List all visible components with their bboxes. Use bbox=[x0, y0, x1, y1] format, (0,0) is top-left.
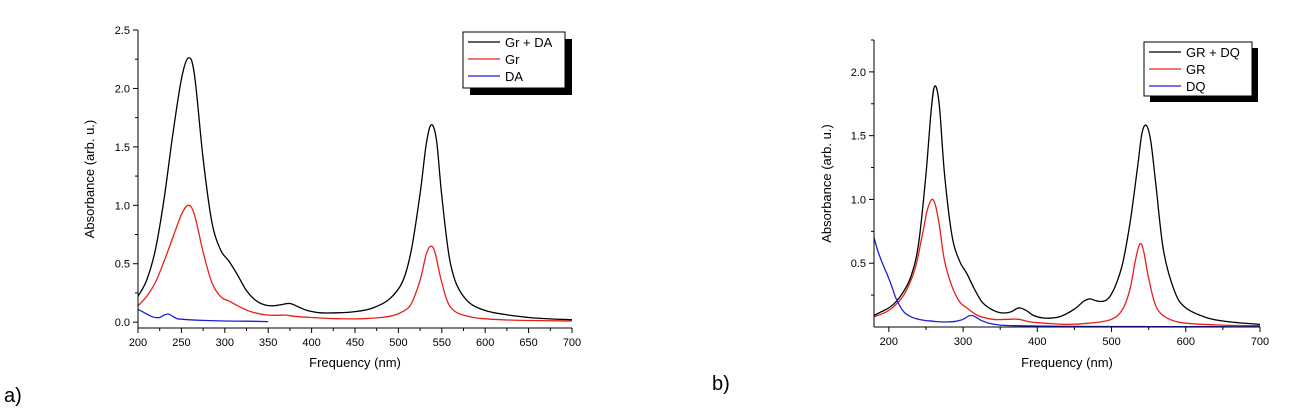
chart-b-series-dq bbox=[874, 237, 1260, 327]
chart-a-x-tick-label: 700 bbox=[563, 337, 581, 349]
chart-a-x-tick-label: 300 bbox=[216, 337, 234, 349]
panel-label-b: b) bbox=[712, 373, 730, 395]
chart-b-x-tick-label: 500 bbox=[1102, 336, 1120, 348]
chart-a-y-tick-label: 1.5 bbox=[115, 142, 130, 154]
chart-b-y-tick-label: 0.5 bbox=[851, 258, 866, 270]
chart-b-y-tick-label: 1.0 bbox=[851, 194, 866, 206]
chart-a-y-tick-label: 2.5 bbox=[115, 25, 130, 37]
chart-a-legend-label: Gr bbox=[505, 52, 520, 67]
chart-a-y-axis-title: Absorbance (arb. u.) bbox=[82, 120, 97, 239]
chart-a-x-tick-label: 350 bbox=[259, 337, 277, 349]
chart-b-x-tick-label: 700 bbox=[1251, 336, 1269, 348]
chart-a-y-tick-label: 0.5 bbox=[115, 259, 130, 271]
chart-a-y-tick-label: 2.0 bbox=[115, 83, 130, 95]
chart-a-x-tick-label: 450 bbox=[346, 337, 364, 349]
chart-b-series-gr bbox=[874, 198, 1260, 327]
chart-b-y-tick-label: 2.0 bbox=[851, 67, 866, 79]
chart-b-y-tick-label: 1.5 bbox=[851, 131, 866, 143]
chart-b-x-tick-label: 200 bbox=[880, 336, 898, 348]
chart-b-legend-label: DQ bbox=[1186, 79, 1206, 94]
chart-a-legend-label: Gr + DA bbox=[505, 35, 553, 50]
chart-a-legend: Gr + DA Gr DA bbox=[462, 31, 572, 95]
chart-a-series-da bbox=[138, 308, 269, 323]
chart-a-y-tick-label: 1.0 bbox=[115, 200, 130, 212]
chart-a-series-gr-da bbox=[138, 57, 572, 321]
chart-a-x-tick-label: 650 bbox=[519, 337, 537, 349]
chart-a-x-tick-label: 400 bbox=[302, 337, 320, 349]
chart-b-x-tick-label: 400 bbox=[1028, 336, 1046, 348]
chart-a-x-tick-label: 250 bbox=[172, 337, 190, 349]
chart-a-legend-box bbox=[462, 31, 566, 89]
chart-a-x-tick-label: 600 bbox=[476, 337, 494, 349]
chart-b-y-axis-title: Absorbance (arb. u.) bbox=[819, 124, 834, 243]
chart-a-x-tick-label: 200 bbox=[129, 337, 147, 349]
chart-a-x-axis-title: Frequency (nm) bbox=[309, 355, 401, 370]
panel-label-a: a) bbox=[4, 385, 22, 407]
chart-b-legend-label: GR bbox=[1186, 62, 1206, 77]
chart-a-x-tick-label: 500 bbox=[389, 337, 407, 349]
chart-a-y-tick-label: 0.0 bbox=[115, 317, 130, 329]
chart-a-series-group bbox=[138, 57, 572, 323]
chart-b-legend-label: GR + DQ bbox=[1186, 45, 1240, 60]
chart-b-legend: GR + DQ GR DQ bbox=[1143, 41, 1258, 102]
chart-a: 200 250 300 350 400 450 500 550 600 650 700 0.0 0.5 1… bbox=[82, 25, 581, 370]
chart-a-series-gr bbox=[138, 204, 572, 322]
chart-b-series-gr-dq bbox=[874, 85, 1260, 326]
chart-b-series-group bbox=[874, 85, 1260, 327]
chart-b: 200 300 400 500 600 700 0.5 1.0 1.5 2.0 Frequency … bbox=[819, 39, 1269, 370]
chart-a-x-tick-label: 550 bbox=[433, 337, 451, 349]
chart-b-x-tick-label: 300 bbox=[954, 336, 972, 348]
chart-a-legend-label: DA bbox=[505, 69, 523, 84]
chart-b-x-axis-title: Frequency (nm) bbox=[1021, 355, 1113, 370]
chart-b-x-tick-label: 600 bbox=[1177, 336, 1195, 348]
